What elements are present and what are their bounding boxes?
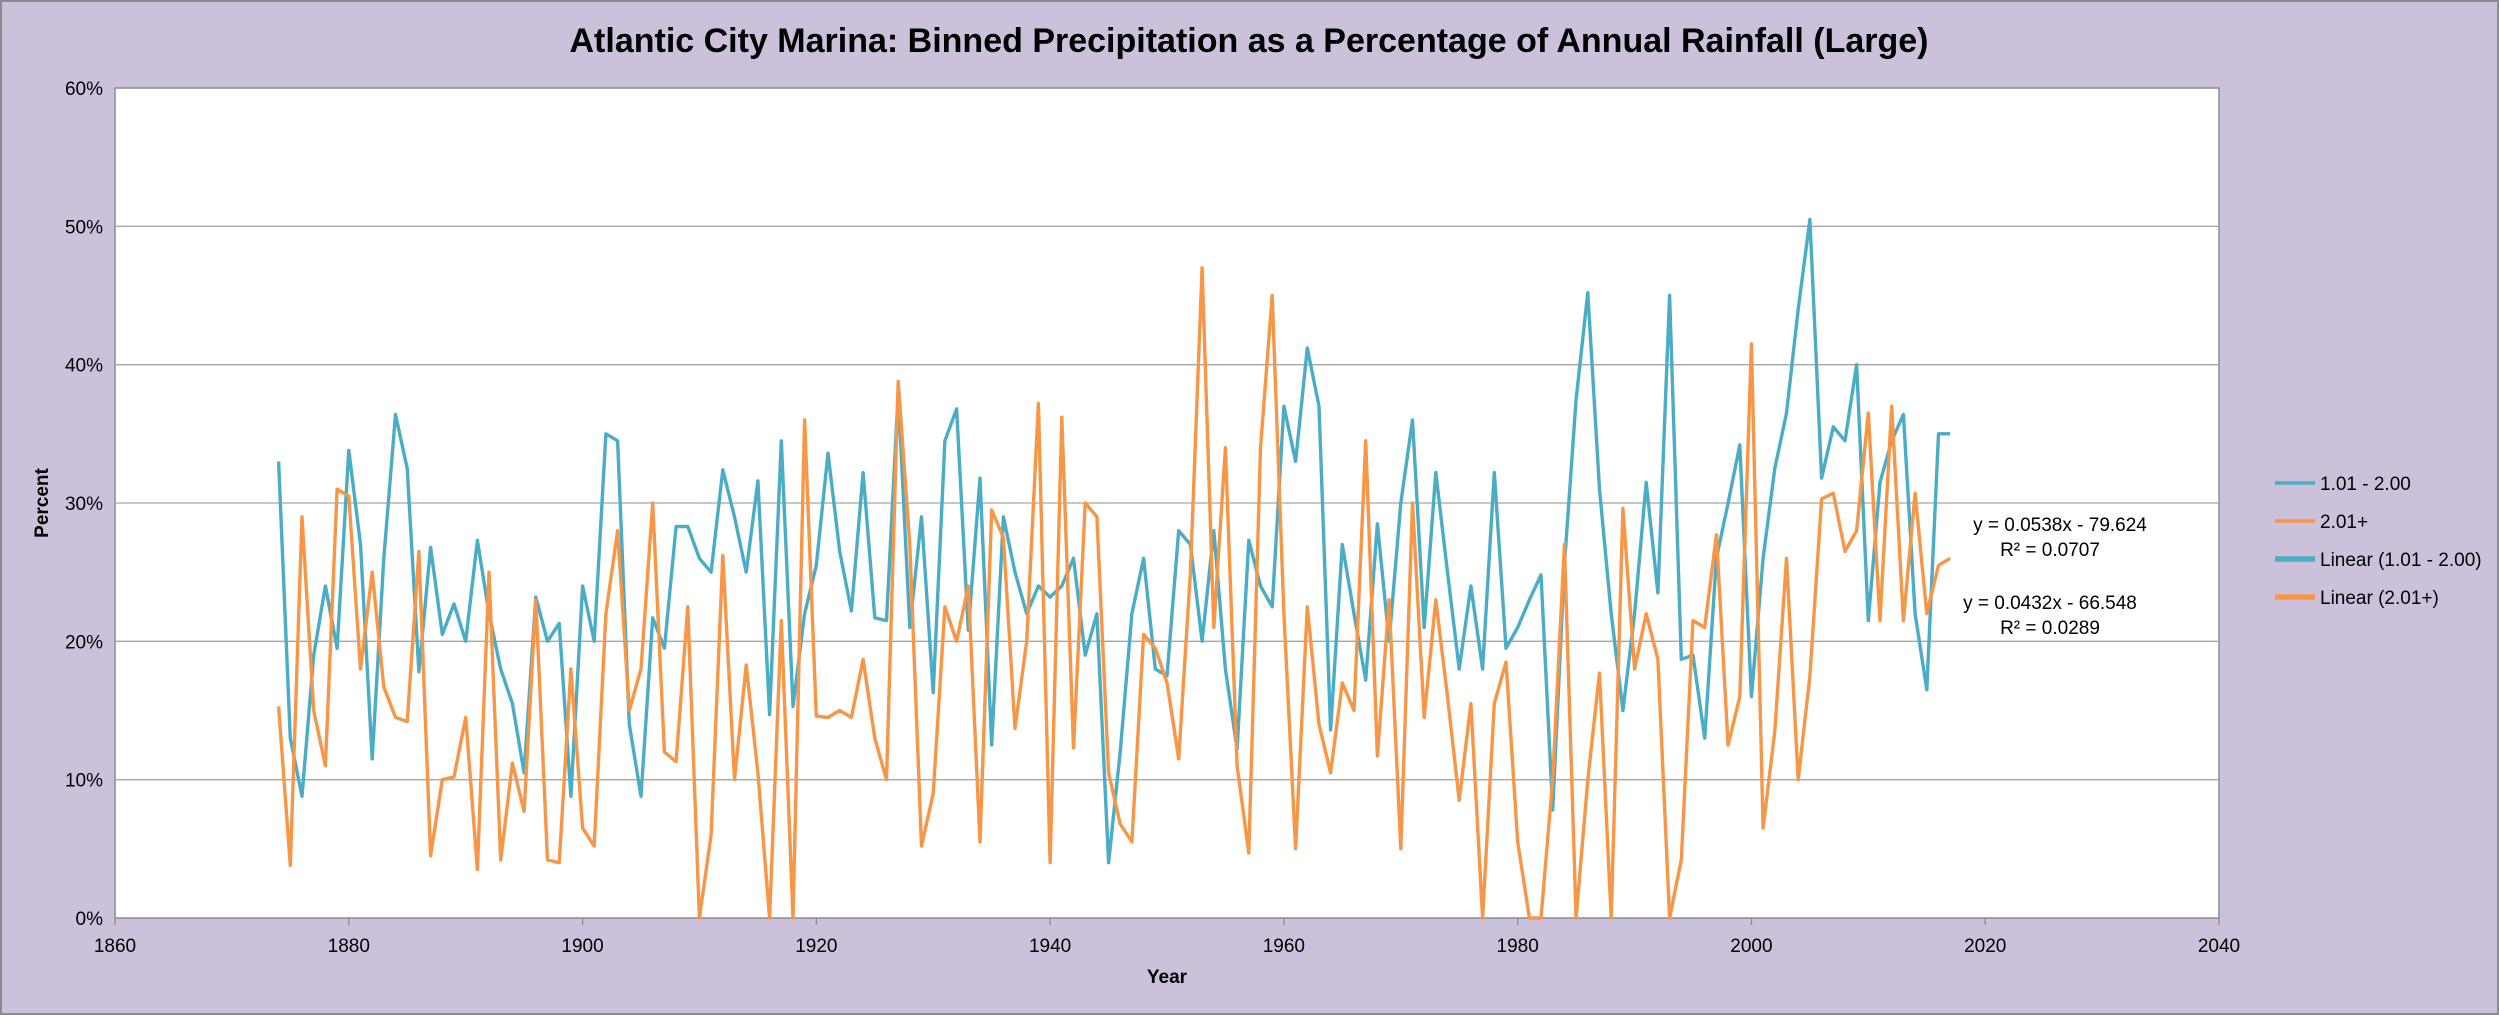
legend: 1.01 - 2.00 2.01+ Linear (1.01 - 2.00) Line… xyxy=(2275,474,2482,609)
x-tick-label: 1860 xyxy=(94,936,136,957)
x-tick-label: 1940 xyxy=(1029,936,1071,957)
y-axis-title: Percent xyxy=(32,467,53,537)
y-tick-label: 20% xyxy=(65,632,103,653)
legend-label: 2.01+ xyxy=(2320,512,2368,533)
legend-label: Linear (2.01+) xyxy=(2320,588,2439,609)
y-tick-label: 50% xyxy=(65,217,103,238)
x-tick-label: 1960 xyxy=(1263,936,1305,957)
x-tick-label: 1980 xyxy=(1497,936,1539,957)
x-axis-title: Year xyxy=(1147,967,1188,988)
chart-title: Atlantic City Marina: Binned Precipitati… xyxy=(570,22,1929,60)
y-tick-label: 30% xyxy=(65,494,103,515)
series-line-1 xyxy=(276,217,1951,865)
y-tick-label: 60% xyxy=(65,79,103,100)
trend-eq-2: y = 0.0432x - 66.548 xyxy=(1963,593,2137,614)
x-tick-label: 1920 xyxy=(795,936,837,957)
legend-label: 1.01 - 2.00 xyxy=(2320,474,2411,495)
x-tick-label: 2020 xyxy=(1964,936,2006,957)
series-line-2 xyxy=(276,266,1952,920)
x-axis-ticks: 1860 1880 1900 1920 1940 1960 1980 2000 2020 2040 xyxy=(94,918,2240,957)
trend-r2-1: R² = 0.0707 xyxy=(2000,540,2100,561)
trend-eq-1: y = 0.0538x - 79.624 xyxy=(1973,515,2147,536)
x-tick-label: 1880 xyxy=(328,936,370,957)
y-tick-label: 10% xyxy=(65,771,103,792)
series-lines xyxy=(276,217,1952,920)
y-tick-label: 40% xyxy=(65,356,103,377)
trend-r2-2: R² = 0.0289 xyxy=(2000,618,2100,639)
x-tick-label: 2040 xyxy=(2198,936,2240,957)
y-tick-label: 0% xyxy=(76,909,104,930)
x-tick-label: 1900 xyxy=(561,936,603,957)
y-axis-ticks: 0% 10% 20% 30% 40% 50% 60% xyxy=(65,79,103,930)
x-tick-label: 2000 xyxy=(1730,936,1772,957)
legend-label: Linear (1.01 - 2.00) xyxy=(2320,550,2482,571)
trendline-labels: y = 0.0538x - 79.624 R² = 0.0707 y = 0.0… xyxy=(1963,515,2147,639)
